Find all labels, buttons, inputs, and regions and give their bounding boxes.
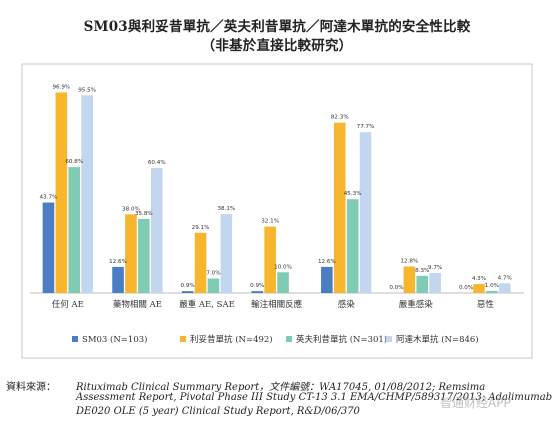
value-label-3-3: 7.0% bbox=[206, 271, 220, 277]
category-label-3: 嚴重 AE, SAE bbox=[179, 299, 235, 310]
value-label-3-2: 29.1% bbox=[192, 225, 210, 231]
category-label-1: 任何 AE bbox=[52, 299, 84, 310]
value-label-3-1: 0.9% bbox=[181, 283, 195, 289]
value-label-2-3: 35.8% bbox=[135, 211, 153, 217]
bar-1-series-2 bbox=[55, 92, 68, 294]
legend-swatch-1 bbox=[72, 336, 78, 342]
value-label-2-1: 12.6% bbox=[109, 259, 127, 265]
bar-1-series-1 bbox=[42, 202, 55, 293]
bar-3-series-2 bbox=[194, 232, 207, 293]
bar-1-series-3 bbox=[68, 167, 81, 293]
bar-5-series-4 bbox=[359, 132, 372, 293]
bar-2-series-1 bbox=[112, 266, 124, 293]
source-line-2: Assessment Report, Pivotal Phase III Stu… bbox=[76, 392, 553, 403]
bar-2-series-2 bbox=[125, 214, 137, 293]
value-label-5-4: 77.7% bbox=[357, 124, 375, 130]
bar-4-series-1 bbox=[251, 291, 264, 293]
bar-7-series-2 bbox=[473, 284, 485, 293]
bar-4-series-2 bbox=[264, 226, 276, 293]
value-label-6-2: 12.8% bbox=[400, 259, 418, 265]
legend-label-3: 英夫利昔單抗 (N=301) bbox=[296, 334, 387, 345]
value-label-4-2: 32.1% bbox=[261, 219, 279, 225]
value-label-6-3: 8.3% bbox=[415, 268, 429, 274]
bar-2-series-3 bbox=[138, 218, 150, 293]
bar-1-series-4 bbox=[81, 95, 93, 293]
value-label-1-1: 43.7% bbox=[40, 195, 58, 201]
legend-swatch-2 bbox=[180, 336, 186, 342]
source-line-1: Rituximab Clinical Summary Report，文件編號：W… bbox=[76, 382, 486, 393]
bars-layer bbox=[42, 92, 511, 294]
value-label-2-2: 38.0% bbox=[122, 206, 140, 212]
value-label-5-2: 82.3% bbox=[331, 115, 349, 121]
value-label-1-3: 60.8% bbox=[65, 159, 83, 165]
value-label-5-1: 12.6% bbox=[318, 259, 336, 265]
bar-7-series-4 bbox=[498, 283, 511, 293]
bar-6-series-4 bbox=[429, 272, 441, 293]
category-labels-layer: 任何 AE 藥物相關 AE 嚴重 AE, SAE 輸注相關反應 感染 嚴重感染 惡性 bbox=[52, 299, 495, 310]
value-labels-layer: 43.7% 96.9% 60.8% 95.5% 12.6% 38.0%35.8% 60.4%… bbox=[40, 84, 512, 291]
value-label-4-1: 0.9% bbox=[250, 283, 264, 289]
legend-label-2: 利妥昔單抗 (N=492) bbox=[190, 334, 273, 345]
category-label-5: 感染 bbox=[338, 299, 356, 310]
bar-4-series-3 bbox=[277, 272, 289, 293]
value-label-1-4: 95.5% bbox=[78, 87, 96, 93]
category-label-2: 藥物相關 AE bbox=[113, 299, 162, 310]
bar-7-series-3 bbox=[486, 290, 498, 293]
value-label-7-1: 0.0% bbox=[459, 285, 473, 291]
bar-3-series-3 bbox=[207, 278, 220, 293]
legend-swatch-3 bbox=[286, 336, 292, 342]
legend-swatch-4 bbox=[386, 336, 392, 342]
value-label-3-4: 38.1% bbox=[217, 206, 235, 212]
chart-subtitle: （非基於直接比較研究） bbox=[201, 38, 353, 54]
category-label-4: 輸注相關反應 bbox=[251, 299, 303, 310]
bar-5-series-3 bbox=[346, 199, 359, 293]
bar-5-series-1 bbox=[321, 266, 333, 293]
chart-title: SM03與利妥昔單抗／英夫利昔單抗／阿達木單抗的安全性比較 bbox=[83, 19, 471, 35]
value-label-7-2: 4.3% bbox=[472, 276, 486, 282]
value-label-7-4: 4.7% bbox=[498, 275, 512, 281]
bar-2-series-4 bbox=[150, 167, 163, 293]
source-line-3: DE020 OLE (5 year) Clinical Study Report… bbox=[76, 406, 360, 417]
bar-6-series-3 bbox=[416, 275, 429, 293]
bar-5-series-2 bbox=[333, 122, 346, 293]
value-label-1-2: 96.9% bbox=[52, 84, 70, 90]
bar-chart: 43.7% 96.9% 60.8% 95.5% 12.6% 38.0%35.8% 60.4%… bbox=[21, 63, 533, 359]
legend-label-4: 阿達木單抗 (N=846) bbox=[396, 334, 479, 345]
bar-3-series-1 bbox=[181, 291, 194, 293]
category-label-6: 嚴重感染 bbox=[399, 299, 434, 310]
plot-frame bbox=[21, 63, 533, 359]
value-label-7-3: 1.0% bbox=[485, 283, 499, 289]
value-label-6-4: 9.7% bbox=[428, 265, 442, 271]
source-label: 資料來源： bbox=[6, 382, 56, 393]
value-label-2-4: 60.4% bbox=[148, 160, 166, 166]
bar-3-series-4 bbox=[220, 214, 233, 293]
legend-label-1: SM03 (N=103) bbox=[82, 334, 147, 345]
value-label-4-3: 10.0% bbox=[274, 264, 292, 270]
bar-6-series-2 bbox=[403, 266, 416, 293]
value-label-6-1: 0.0% bbox=[389, 285, 403, 291]
category-label-7: 惡性 bbox=[477, 299, 495, 310]
legend: SM03 (N=103) 利妥昔單抗 (N=492) 英夫利昔單抗 (N=301) 阿… bbox=[72, 334, 479, 345]
watermark: 智通财经APP bbox=[440, 396, 511, 410]
value-label-5-3: 45.3% bbox=[344, 191, 362, 197]
